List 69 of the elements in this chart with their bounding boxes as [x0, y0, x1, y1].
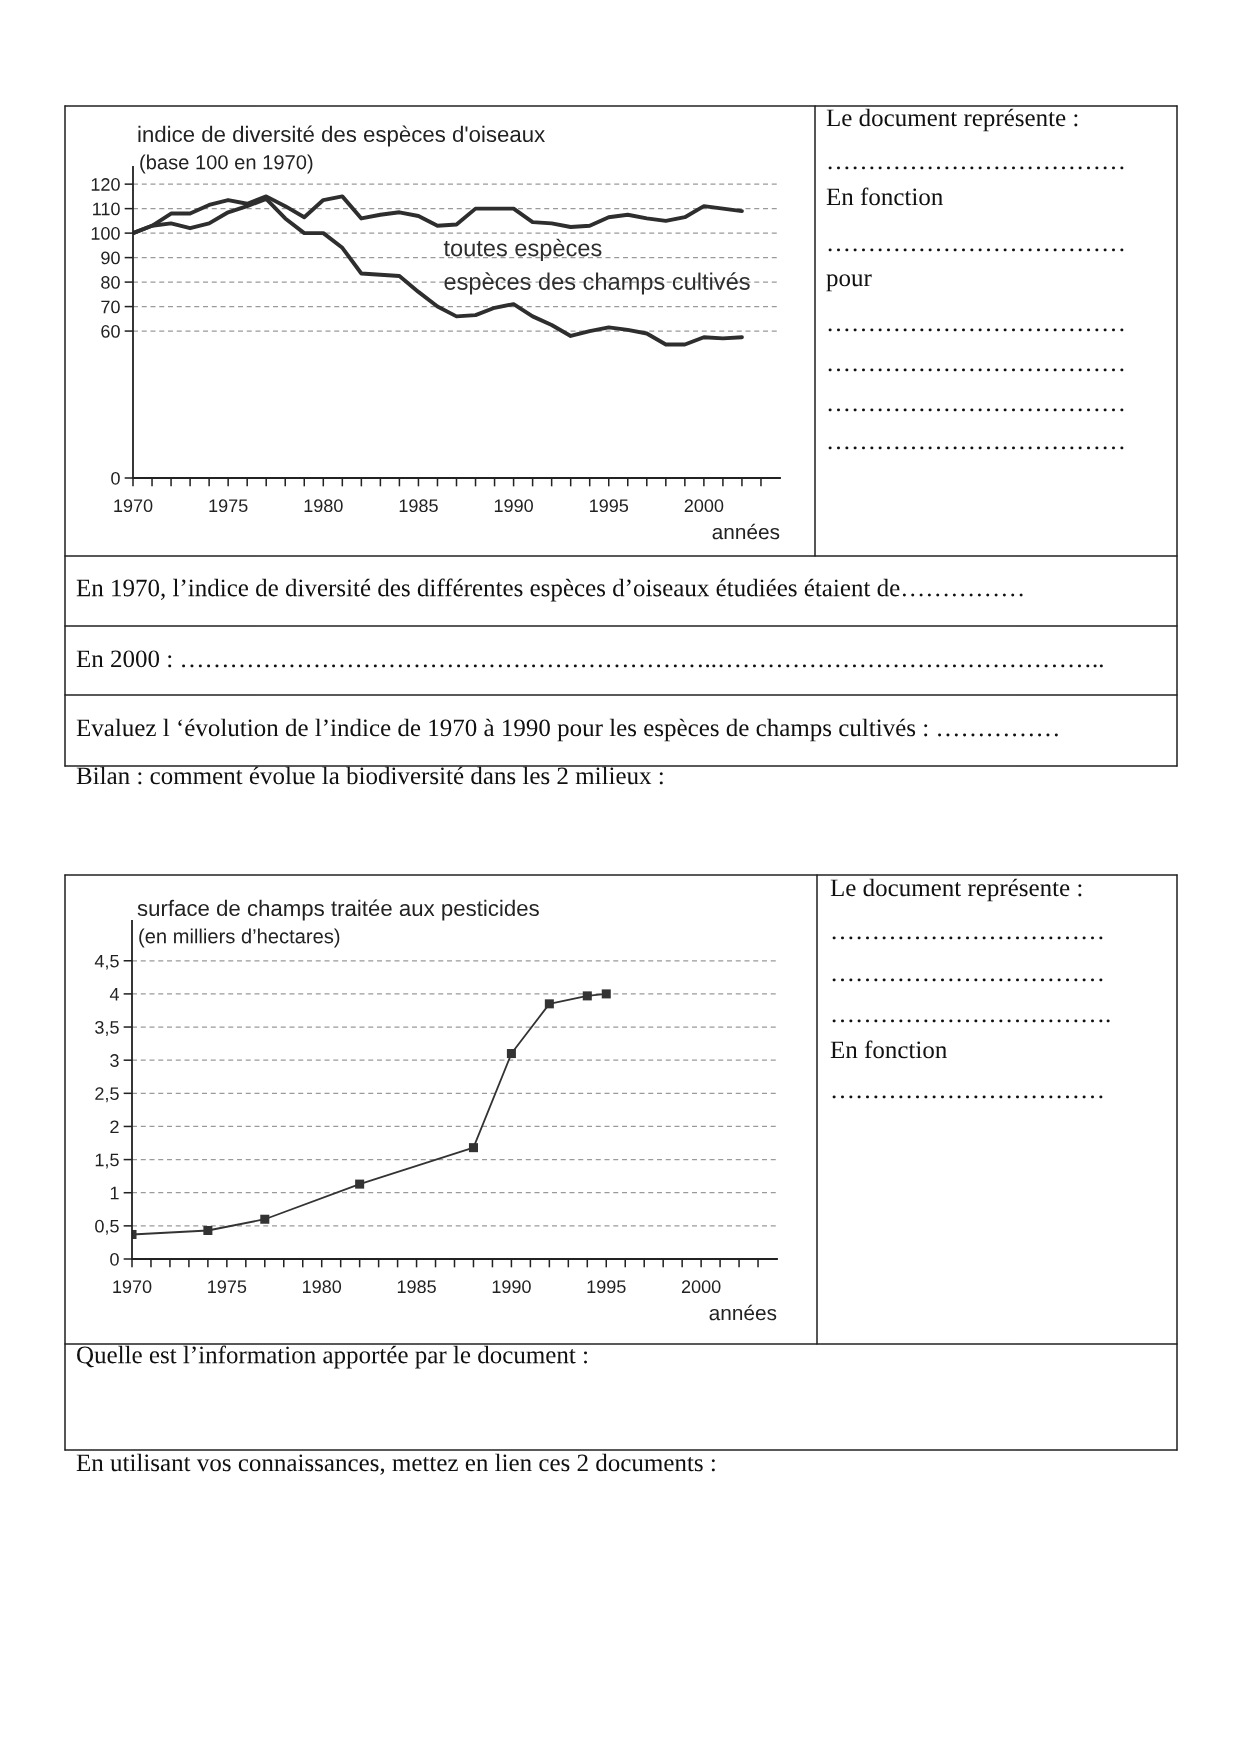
x-tick-label: 1980	[304, 499, 343, 513]
x-tick-label: 1985	[397, 1280, 436, 1294]
y-tick-label: 4,5	[94, 954, 119, 970]
y-tick-label: 60	[101, 325, 120, 338]
y-tick-label: 3	[110, 1054, 119, 1067]
y-tick-label: 100	[91, 227, 120, 240]
y-tick-label: 3,5	[95, 1020, 119, 1036]
y-tick-label: 2,5	[95, 1087, 119, 1103]
x-tick-label: 1970	[113, 1280, 152, 1294]
x-tick-label: 2000	[681, 1280, 721, 1294]
point	[544, 999, 554, 1009]
text: Evaluez l ‘évolution de l’indice de 1970 à 1990 pour les espèces de champs cultivés : ……………	[76, 718, 1058, 742]
y-tick-label: 4	[109, 988, 119, 1001]
y-tick-label: 1	[110, 1186, 119, 1200]
x-tick-label: 1980	[303, 1280, 342, 1294]
y-tick-label: 120	[91, 178, 120, 191]
text: ……………………………	[832, 1095, 1103, 1099]
y-tick-label: 90	[101, 251, 120, 265]
text: En utilisant vos connaissances, mettez en lien ces 2 documents :	[76, 1453, 715, 1475]
point	[468, 1143, 478, 1153]
x-tick-label: 1990	[492, 1280, 531, 1294]
y-tick-label: 0	[111, 471, 120, 485]
point	[260, 1214, 270, 1224]
x-axis-title: années	[712, 523, 780, 540]
text: ………………………………	[828, 368, 1124, 372]
point	[601, 989, 611, 999]
y-tick-label: 1,5	[95, 1153, 119, 1169]
text: En fonction	[830, 1040, 947, 1059]
y-tick-label: 110	[93, 202, 120, 216]
text: ……………………………	[832, 978, 1103, 982]
y-tick-label: 80	[101, 276, 120, 289]
text: …………………………….	[832, 1019, 1110, 1023]
series-label: toutes espèces	[443, 238, 602, 262]
x-tick-label: 2000	[684, 499, 724, 513]
text: Bilan : comment évolue la biodiversité dans les 2 milieux :	[76, 766, 663, 785]
y-tick-label: 0	[110, 1252, 119, 1266]
text: ………………………………	[828, 166, 1124, 170]
text: Le document représente :	[826, 108, 1078, 132]
x-tick-label: 1995	[590, 499, 629, 513]
text: Le document représente :	[830, 878, 1082, 902]
y-tick-label: 2	[110, 1120, 119, 1133]
x-tick-label: 1995	[587, 1280, 626, 1294]
point	[506, 1049, 516, 1059]
x-tick-label: 1970	[114, 499, 153, 513]
text: ……………………………	[832, 936, 1103, 940]
text: ………………………………	[828, 248, 1124, 252]
text: ………………………………	[828, 446, 1124, 450]
x-axis-title: années	[709, 1304, 777, 1321]
source-note: Quelle est l’information apportée par le document :	[77, 1345, 587, 1369]
point	[355, 1179, 365, 1189]
chart-title: surface de champs traitée aux pesticides	[137, 899, 539, 921]
text: ………………………………	[828, 408, 1124, 412]
point	[203, 1225, 213, 1236]
x-tick-label: 1975	[208, 1280, 247, 1294]
text: En 2000 : ………………………………………………………..………………………………………..	[76, 650, 1103, 668]
series-label: espèces des champs cultivés	[444, 272, 750, 295]
y-tick-label: 70	[101, 300, 120, 314]
text: ………………………………	[828, 328, 1124, 332]
chart-subtitle: (base 100 en 1970)	[140, 154, 313, 174]
chart-subtitle: (en milliers d’hectares)	[139, 928, 340, 948]
y-tick-label: 0,5	[95, 1219, 119, 1235]
text: pour	[826, 274, 872, 292]
chart-title: indice de diversité des espèces d'oiseaux	[138, 125, 545, 147]
text: En fonction	[826, 187, 943, 206]
text: En 1970, l’indice de diversité des différentes espèces d’oiseaux étudiées étaient de……………	[76, 578, 1023, 602]
x-tick-label: 1985	[399, 499, 438, 513]
x-tick-label: 1975	[209, 499, 248, 513]
x-tick-label: 1990	[494, 499, 533, 513]
point	[582, 991, 592, 1001]
